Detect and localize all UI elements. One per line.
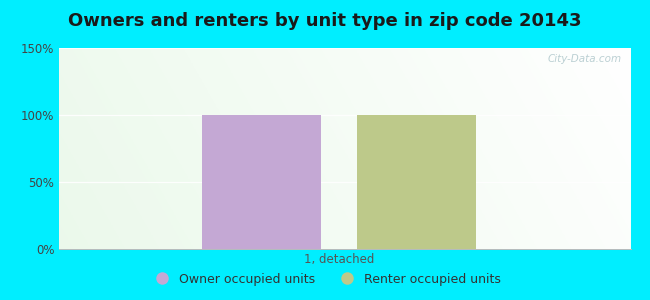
Bar — [358, 115, 476, 249]
Legend: Owner occupied units, Renter occupied units: Owner occupied units, Renter occupied un… — [144, 268, 506, 291]
Text: City-Data.com: City-Data.com — [548, 54, 622, 64]
Text: Owners and renters by unit type in zip code 20143: Owners and renters by unit type in zip c… — [68, 12, 582, 30]
Bar — [202, 115, 320, 249]
